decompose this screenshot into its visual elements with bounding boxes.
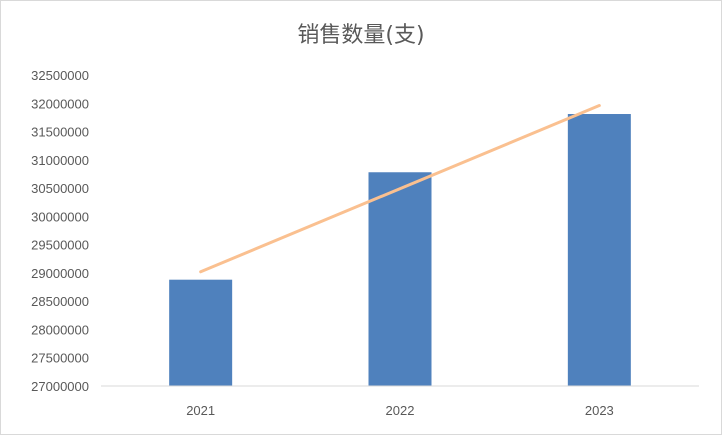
y-tick-label: 29000000 [31, 266, 89, 281]
y-tick-label: 32000000 [31, 96, 89, 111]
x-tick-label: 2021 [186, 403, 215, 418]
y-tick-label: 31500000 [31, 125, 89, 140]
y-tick-label: 28000000 [31, 322, 89, 337]
bar-2021 [169, 279, 233, 386]
y-tick-label: 32500000 [31, 68, 89, 83]
y-tick-label: 27500000 [31, 351, 89, 366]
y-tick-label: 30500000 [31, 181, 89, 196]
x-tick-label: 2022 [386, 403, 415, 418]
chart-title: 销售数量(支) [297, 23, 425, 48]
y-tick-label: 30000000 [31, 209, 89, 224]
y-tick-label: 28500000 [31, 294, 89, 309]
y-tick-label: 29500000 [31, 238, 89, 253]
y-tick-label: 27000000 [31, 379, 89, 394]
bar-2023 [567, 114, 631, 387]
y-tick-label: 31000000 [31, 153, 89, 168]
bar-2022 [368, 172, 432, 386]
x-tick-label: 2023 [585, 403, 614, 418]
trendline [199, 104, 601, 274]
